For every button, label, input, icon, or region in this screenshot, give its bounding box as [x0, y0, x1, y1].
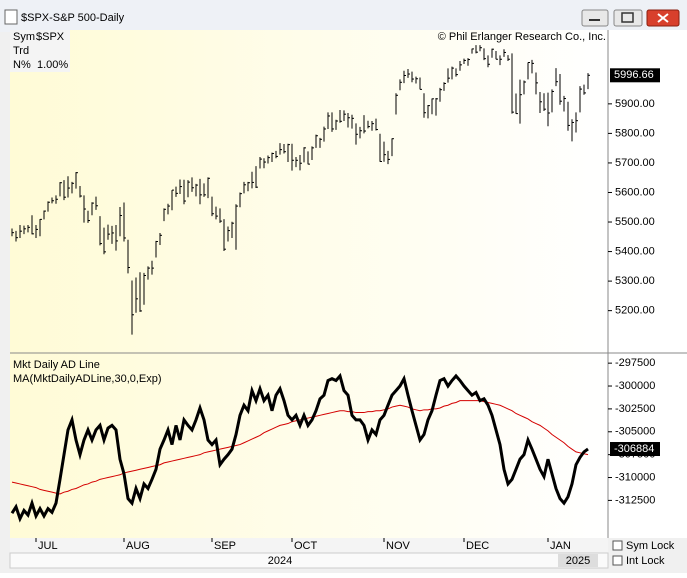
y-tick-label: -302500	[615, 403, 655, 415]
x-tick-label: JUL	[38, 540, 58, 552]
y-tick-label: -300000	[615, 380, 655, 392]
n-label: N%	[13, 59, 31, 71]
last-price-box	[610, 68, 660, 83]
y-tick-label: -312500	[615, 494, 655, 506]
year-label: 2025	[566, 555, 590, 567]
y-tick-label: 5500.00	[615, 216, 655, 228]
window-title: $SPX-S&P 500-Daily	[21, 12, 125, 24]
y-tick-label: 5900.00	[615, 98, 655, 110]
series-line	[11, 400, 589, 495]
last-value-label: -306884	[614, 443, 654, 455]
x-tick-label: NOV	[386, 540, 411, 552]
series-line	[10, 372, 589, 523]
int-lock-label: Int Lock	[626, 555, 665, 567]
x-tick-label: DEC	[466, 540, 489, 552]
close-icon	[657, 13, 669, 23]
x-tick-label: AUG	[126, 540, 150, 552]
info-box	[10, 30, 70, 72]
app-icon	[4, 9, 18, 25]
y-tick-label: 5400.00	[615, 245, 655, 257]
restore-icon	[621, 12, 634, 23]
last-value-box	[610, 442, 660, 457]
year-box	[558, 554, 598, 567]
y-tick-label: -305000	[615, 426, 655, 438]
sym-lock-checkbox[interactable]	[612, 540, 623, 551]
x-tick-label: OCT	[294, 540, 318, 552]
y-tick-label: -297500	[615, 357, 655, 369]
sym-lock-label: Sym Lock	[626, 540, 675, 552]
series-label: Mkt Daily AD Line	[13, 359, 100, 371]
plot-area	[10, 30, 608, 538]
series-label: MA(MktDailyADLine,30,0,Exp)	[13, 373, 162, 385]
y-tick-label: 5800.00	[615, 127, 655, 139]
y-tick-label: -310000	[615, 471, 655, 483]
restore-button[interactable]	[613, 9, 643, 27]
x-tick-label: JAN	[550, 540, 571, 552]
n-value: 1.00%	[37, 59, 68, 71]
int-lock-checkbox[interactable]	[612, 555, 623, 566]
copyright: © Phil Erlanger Research Co., Inc.	[438, 31, 606, 43]
y-tick-label: 5700.00	[615, 157, 655, 169]
trd-label: Trd	[13, 45, 29, 57]
y-tick-label: 5200.00	[615, 305, 655, 317]
title-bar	[0, 0, 687, 32]
minimize-button[interactable]	[581, 9, 609, 27]
last-price-label: 5996.66	[614, 69, 654, 81]
y-tick-label: 5300.00	[615, 275, 655, 287]
x-axis-area	[10, 538, 608, 553]
year-label: 2024	[268, 555, 292, 567]
x-tick-label: SEP	[214, 540, 236, 552]
sym-label: Sym	[13, 31, 35, 43]
y-tick-label: 5600.00	[615, 186, 655, 198]
year-row	[9, 552, 609, 569]
sym-value: $SPX	[36, 31, 65, 43]
